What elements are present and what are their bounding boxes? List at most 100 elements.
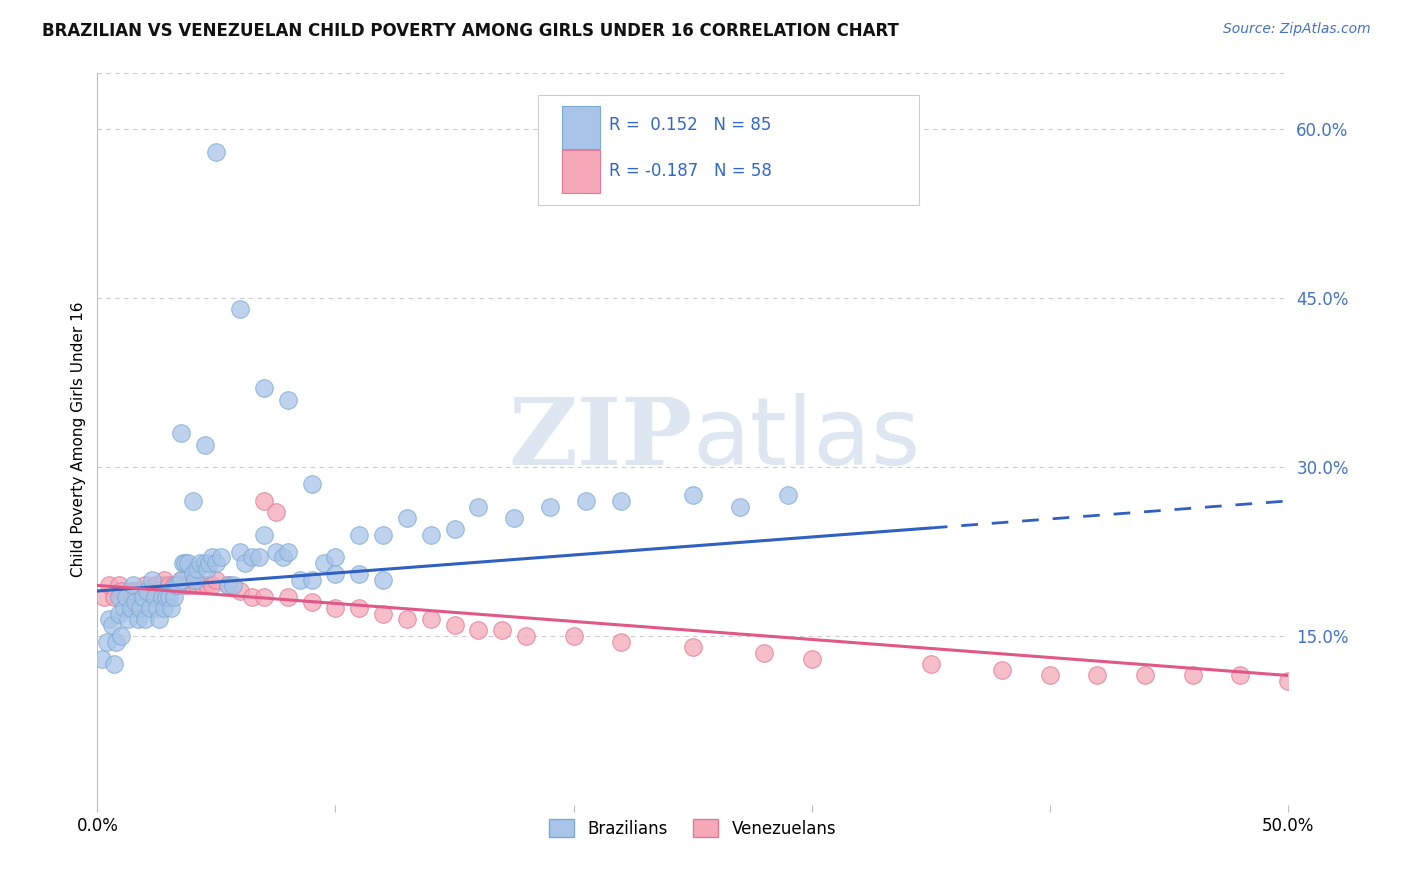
Point	[443, 617, 465, 632]
Point	[229, 544, 252, 558]
Point	[162, 578, 184, 592]
Point	[115, 590, 138, 604]
Point	[191, 578, 214, 592]
Point	[174, 578, 197, 592]
Text: R =  0.152   N = 85: R = 0.152 N = 85	[609, 116, 772, 134]
Point	[395, 612, 418, 626]
Point	[110, 584, 132, 599]
Point	[103, 590, 125, 604]
Point	[146, 578, 169, 592]
Point	[134, 612, 156, 626]
Point	[122, 578, 145, 592]
Point	[301, 595, 323, 609]
Point	[1229, 668, 1251, 682]
Point	[991, 663, 1014, 677]
Point	[131, 590, 153, 604]
Point	[800, 651, 823, 665]
Point	[186, 578, 208, 592]
Point	[205, 573, 228, 587]
Point	[124, 584, 146, 599]
Point	[98, 578, 121, 592]
Text: Source: ZipAtlas.com: Source: ZipAtlas.com	[1223, 22, 1371, 37]
Point	[177, 578, 200, 592]
Point	[264, 544, 287, 558]
Point	[93, 590, 115, 604]
Point	[141, 573, 163, 587]
Point	[177, 556, 200, 570]
Point	[288, 573, 311, 587]
Point	[162, 590, 184, 604]
Point	[233, 556, 256, 570]
Point	[1039, 668, 1062, 682]
Point	[222, 578, 245, 592]
Point	[139, 601, 162, 615]
Point	[96, 634, 118, 648]
Point	[205, 556, 228, 570]
Point	[682, 488, 704, 502]
Point	[229, 584, 252, 599]
Point	[195, 561, 218, 575]
Point	[107, 607, 129, 621]
Point	[193, 437, 215, 451]
Point	[110, 629, 132, 643]
Point	[150, 578, 173, 592]
Point	[167, 578, 190, 592]
Point	[467, 500, 489, 514]
Point	[349, 601, 371, 615]
Point	[1133, 668, 1156, 682]
Point	[148, 612, 170, 626]
Point	[170, 426, 193, 441]
Point	[107, 590, 129, 604]
Point	[217, 578, 239, 592]
Point	[419, 527, 441, 541]
Point	[193, 556, 215, 570]
Point	[195, 578, 218, 592]
Point	[167, 578, 190, 592]
Point	[129, 584, 152, 599]
Point	[240, 550, 263, 565]
Text: R = -0.187   N = 58: R = -0.187 N = 58	[609, 161, 772, 180]
Text: ZIP: ZIP	[509, 394, 693, 484]
Point	[155, 590, 177, 604]
Point	[184, 573, 207, 587]
Point	[253, 381, 276, 395]
FancyBboxPatch shape	[562, 150, 600, 194]
Point	[325, 601, 347, 615]
Point	[325, 550, 347, 565]
Point	[136, 584, 159, 599]
Point	[1277, 674, 1299, 689]
Point	[205, 145, 228, 159]
Point	[150, 590, 173, 604]
Point	[371, 607, 394, 621]
Point	[574, 494, 596, 508]
Point	[349, 527, 371, 541]
Point	[1181, 668, 1204, 682]
Point	[209, 550, 232, 565]
Point	[301, 477, 323, 491]
Point	[124, 595, 146, 609]
Point	[170, 573, 193, 587]
Point	[752, 646, 775, 660]
Point	[201, 550, 224, 565]
Point	[325, 567, 347, 582]
Point	[115, 590, 138, 604]
Point	[562, 629, 585, 643]
Point	[240, 590, 263, 604]
Point	[129, 601, 152, 615]
Point	[117, 612, 139, 626]
Point	[264, 505, 287, 519]
Point	[1087, 668, 1109, 682]
Point	[253, 494, 276, 508]
Point	[143, 590, 166, 604]
Point	[920, 657, 942, 672]
Point	[120, 584, 142, 599]
Point	[98, 612, 121, 626]
Point	[538, 500, 561, 514]
Point	[160, 601, 183, 615]
Point	[165, 578, 187, 592]
Point	[172, 556, 194, 570]
Point	[277, 590, 299, 604]
Point	[271, 550, 294, 565]
Point	[730, 500, 752, 514]
Point	[217, 578, 239, 592]
